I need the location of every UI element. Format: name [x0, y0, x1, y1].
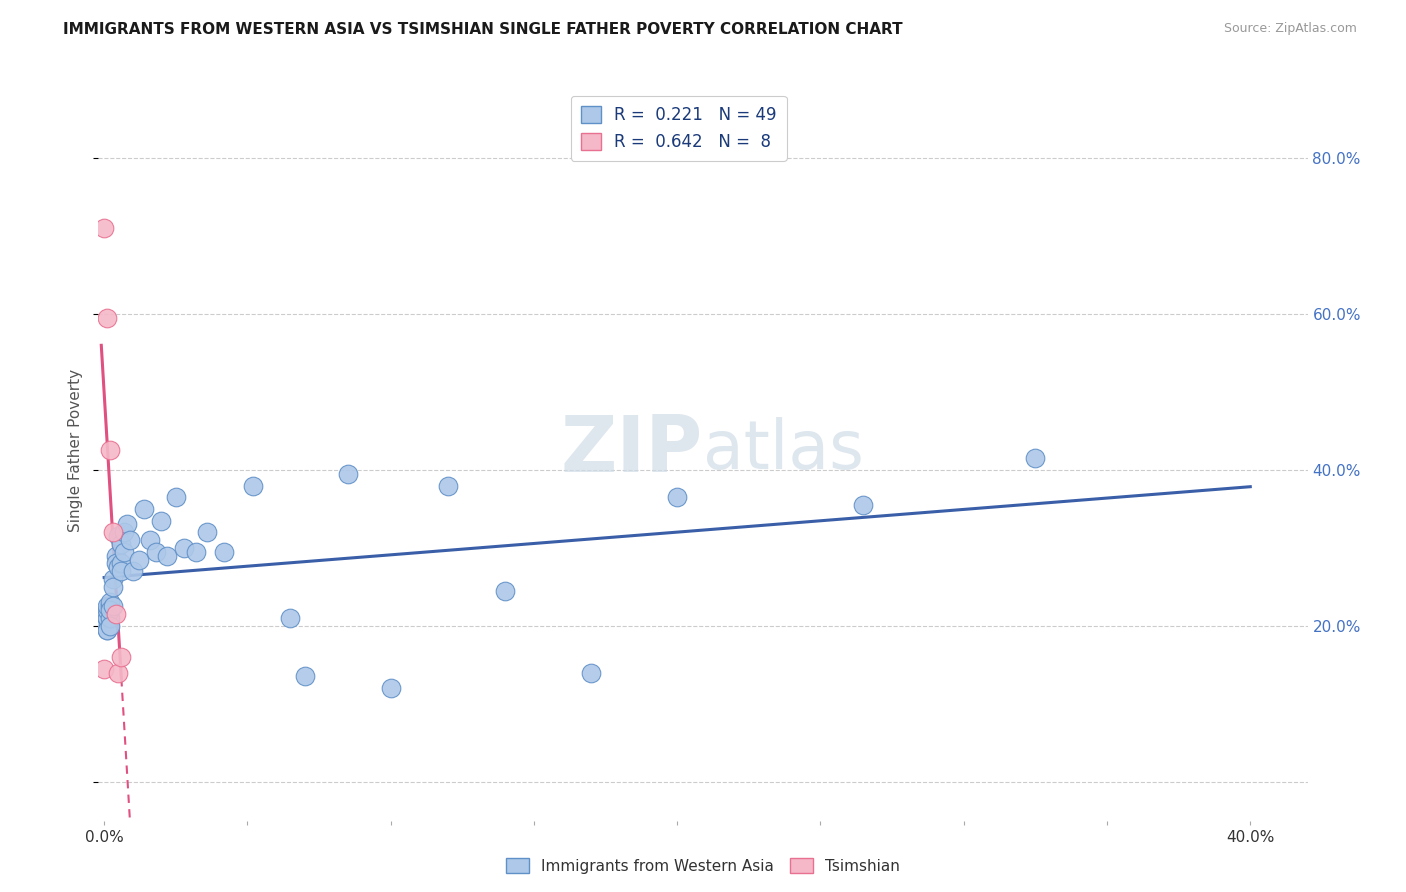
- Point: [110, 564, 132, 578]
- Point: [112, 545, 135, 559]
- Point: [96, 623, 118, 637]
- Point: [118, 533, 141, 547]
- Point: [98, 611, 121, 625]
- Point: [121, 564, 143, 578]
- Point: [214, 545, 236, 559]
- Point: [96, 599, 118, 614]
- Point: [437, 478, 460, 492]
- Point: [666, 490, 689, 504]
- Point: [93, 662, 115, 676]
- Point: [242, 478, 264, 492]
- Point: [134, 502, 156, 516]
- Legend: R =  0.221   N = 49, R =  0.642   N =  8: R = 0.221 N = 49, R = 0.642 N = 8: [571, 96, 787, 161]
- Point: [98, 603, 121, 617]
- Point: [156, 549, 179, 563]
- Point: [165, 490, 187, 504]
- Point: [150, 514, 173, 528]
- Point: [112, 525, 135, 540]
- Point: [1024, 451, 1046, 466]
- Text: atlas: atlas: [703, 417, 863, 483]
- Point: [107, 560, 129, 574]
- Point: [93, 607, 115, 621]
- Point: [93, 615, 115, 629]
- Point: [336, 467, 359, 481]
- Text: Source: ZipAtlas.com: Source: ZipAtlas.com: [1223, 22, 1357, 36]
- Point: [115, 517, 138, 532]
- Point: [104, 557, 127, 571]
- Point: [98, 443, 121, 458]
- Point: [107, 529, 129, 543]
- Point: [494, 583, 516, 598]
- Legend: Immigrants from Western Asia, Tsimshian: Immigrants from Western Asia, Tsimshian: [501, 852, 905, 880]
- Text: ZIP: ZIP: [561, 412, 703, 489]
- Point: [107, 665, 129, 680]
- Point: [96, 310, 118, 325]
- Point: [98, 599, 121, 614]
- Point: [139, 533, 162, 547]
- Point: [101, 599, 124, 614]
- Text: IMMIGRANTS FROM WESTERN ASIA VS TSIMSHIAN SINGLE FATHER POVERTY CORRELATION CHAR: IMMIGRANTS FROM WESTERN ASIA VS TSIMSHIA…: [63, 22, 903, 37]
- Point: [294, 669, 316, 683]
- Point: [852, 498, 875, 512]
- Point: [184, 545, 207, 559]
- Point: [93, 221, 115, 235]
- Point: [173, 541, 195, 555]
- Point: [110, 537, 132, 551]
- Point: [145, 545, 167, 559]
- Point: [128, 552, 150, 566]
- Point: [96, 611, 118, 625]
- Point: [96, 603, 118, 617]
- Point: [101, 572, 124, 586]
- Point: [104, 607, 127, 621]
- Point: [195, 525, 218, 540]
- Point: [101, 525, 124, 540]
- Point: [96, 623, 118, 637]
- Point: [110, 557, 132, 571]
- Point: [581, 665, 603, 680]
- Point: [280, 611, 302, 625]
- Point: [380, 681, 402, 695]
- Y-axis label: Single Father Poverty: Single Father Poverty: [67, 369, 83, 532]
- Point: [110, 650, 132, 665]
- Point: [98, 595, 121, 609]
- Point: [101, 580, 124, 594]
- Point: [98, 619, 121, 633]
- Point: [104, 549, 127, 563]
